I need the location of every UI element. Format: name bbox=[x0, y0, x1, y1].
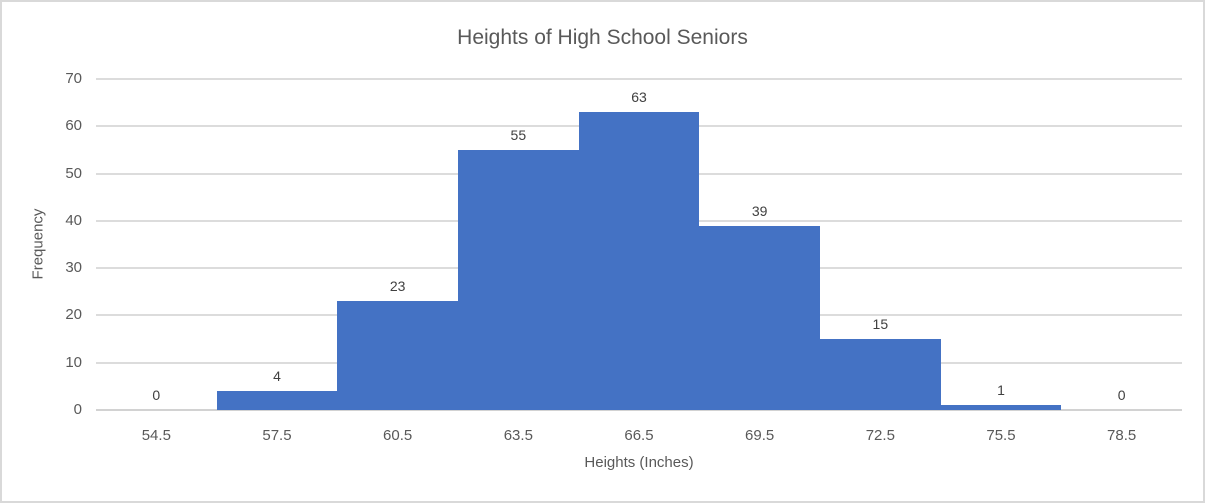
x-tick-label: 66.5 bbox=[624, 427, 654, 444]
x-tick-label: 54.5 bbox=[141, 427, 171, 444]
y-tick-label: 10 bbox=[65, 353, 82, 371]
bar-data-label: 4 bbox=[273, 368, 281, 384]
histogram-bar bbox=[458, 150, 579, 410]
x-tick-label: 63.5 bbox=[503, 427, 533, 444]
x-tick-label: 69.5 bbox=[745, 427, 775, 444]
bar-data-label: 39 bbox=[751, 203, 768, 219]
histogram-bar bbox=[820, 339, 941, 410]
bar-data-label: 63 bbox=[631, 89, 647, 105]
chart-title: Heights of High School Seniors bbox=[457, 26, 748, 49]
y-tick-label: 30 bbox=[65, 259, 82, 277]
x-tick-label: 57.5 bbox=[262, 427, 292, 444]
histogram-bar bbox=[940, 405, 1062, 410]
y-tick-label: 50 bbox=[65, 164, 82, 182]
histogram-bar bbox=[578, 112, 700, 410]
y-tick-label: 70 bbox=[65, 70, 82, 87]
bar-data-label: 0 bbox=[1117, 387, 1126, 403]
bar-data-label: 15 bbox=[872, 316, 889, 332]
y-tick-label: 20 bbox=[65, 306, 82, 324]
x-axis-title: Heights (Inches) bbox=[584, 454, 694, 471]
histogram-bar bbox=[216, 391, 338, 410]
bar-data-label: 1 bbox=[997, 382, 1005, 398]
x-tick-label: 60.5 bbox=[383, 427, 413, 444]
x-tick-label: 75.5 bbox=[986, 427, 1016, 444]
bar-data-label: 0 bbox=[152, 387, 161, 403]
y-tick-label: 40 bbox=[65, 211, 82, 229]
y-tick-label: 0 bbox=[73, 401, 82, 418]
x-tick-label: 72.5 bbox=[865, 427, 895, 444]
y-tick-label: 60 bbox=[65, 117, 82, 135]
histogram-bar bbox=[699, 226, 820, 410]
y-gridline bbox=[96, 78, 1182, 80]
bar-data-label: 23 bbox=[389, 278, 406, 294]
x-axis-line bbox=[96, 409, 1182, 411]
histogram-bar bbox=[337, 301, 458, 410]
x-tick-label: 78.5 bbox=[1107, 427, 1137, 444]
bar-data-label: 55 bbox=[510, 127, 527, 143]
